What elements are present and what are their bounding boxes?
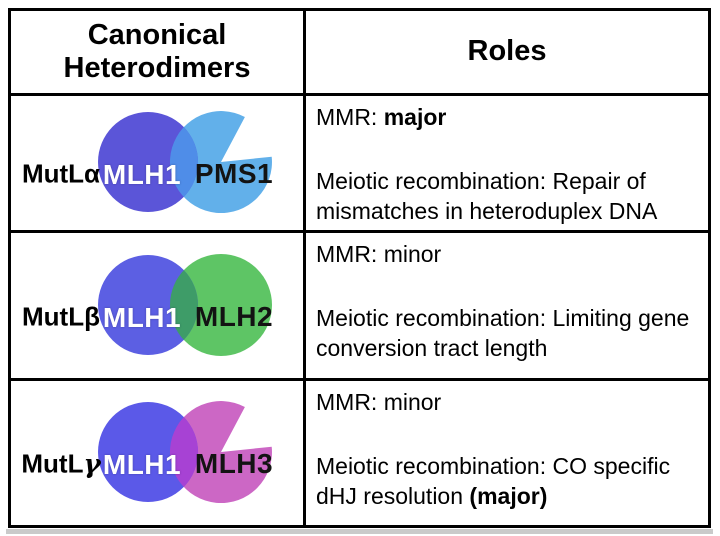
subunit-label-mlh2: MLH2 <box>194 300 274 332</box>
mlh1-circle <box>98 112 198 212</box>
mmr-text: MMR: <box>316 104 384 130</box>
figure-edge-shadow <box>6 529 713 534</box>
subunit-label-mlh1: MLH1 <box>102 301 182 333</box>
meiotic-text: Meiotic recombination: Limiting gene con… <box>316 304 690 361</box>
mmr-role-line: MMR: major <box>316 103 700 133</box>
heterodimer-diagram-mutl-gamma: MutLγ MLH1 MLH3 <box>11 390 303 516</box>
diagram-cell-mutl-alpha: MutLα MLH1 PMS1 <box>11 93 303 230</box>
subunit-label-pms1: PMS1 <box>194 158 274 189</box>
heterodimer-diagram-mutl-alpha: MutLα MLH1 PMS1 <box>11 100 303 226</box>
diagram-cell-mutl-beta: MutLβ MLH1 MLH2 <box>11 230 303 378</box>
mmr-text: MMR: minor <box>316 389 442 415</box>
complex-greek-letter: α <box>84 158 101 189</box>
complex-prefix: MutL <box>22 301 85 331</box>
mmr-role-line: MMR: minor <box>316 388 700 418</box>
complex-name-mutl-alpha: MutLα <box>22 159 100 190</box>
mlh3-pacman-shape <box>169 401 272 504</box>
mmr-text: MMR: minor <box>316 241 442 267</box>
heterodimer-roles-table: Canonical Heterodimers Roles MutLα MLH1 … <box>8 8 711 528</box>
mlh1-circle <box>98 254 198 355</box>
pms1-pacman-shape <box>169 111 272 214</box>
mmr-text-bold: major <box>383 104 447 130</box>
header-roles: Roles <box>303 11 708 93</box>
venn-svg-mutl-beta <box>98 253 272 356</box>
meiotic-role-line: Meiotic recombination: CO specific dHJ r… <box>316 452 700 512</box>
roles-cell-mutl-alpha: MMR: major Meiotic recombination: Repair… <box>303 93 708 230</box>
meiotic-text-bold: (major) <box>469 482 548 509</box>
mlh1-circle <box>98 402 198 502</box>
mlh2-circle <box>170 253 272 356</box>
complex-name-mutl-gamma: MutLγ <box>21 449 100 480</box>
meiotic-text: Meiotic recombination: Repair of mismatc… <box>316 167 658 224</box>
meiotic-role-line: Meiotic recombination: Repair of mismatc… <box>316 167 700 227</box>
header-canonical-heterodimers: Canonical Heterodimers <box>11 11 303 93</box>
complex-name-mutl-beta: MutLβ <box>22 301 100 332</box>
subunit-label-mlh3: MLH3 <box>194 448 274 479</box>
roles-cell-mutl-beta: MMR: minor Meiotic recombination: Limiti… <box>303 230 708 378</box>
venn-svg-mutl-gamma <box>98 401 272 504</box>
subunit-label-mlh1: MLH1 <box>102 449 182 480</box>
diagram-cell-mutl-gamma: MutLγ MLH1 MLH3 <box>11 378 303 525</box>
complex-prefix: MutL <box>21 448 84 479</box>
subunit-label-mlh1: MLH1 <box>102 159 182 190</box>
complex-greek-letter: γ <box>83 449 101 480</box>
meiotic-role-line: Meiotic recombination: Limiting gene con… <box>316 304 700 364</box>
complex-greek-letter: β <box>84 301 100 331</box>
meiotic-text: Meiotic recombination: CO specific dHJ r… <box>316 452 671 509</box>
heterodimer-diagram-mutl-beta: MutLβ MLH1 MLH2 <box>11 243 303 369</box>
roles-cell-mutl-gamma: MMR: minor Meiotic recombination: CO spe… <box>303 378 708 525</box>
mmr-role-line: MMR: minor <box>316 240 700 270</box>
complex-prefix: MutL <box>21 158 85 189</box>
venn-svg-mutl-alpha <box>98 111 272 214</box>
